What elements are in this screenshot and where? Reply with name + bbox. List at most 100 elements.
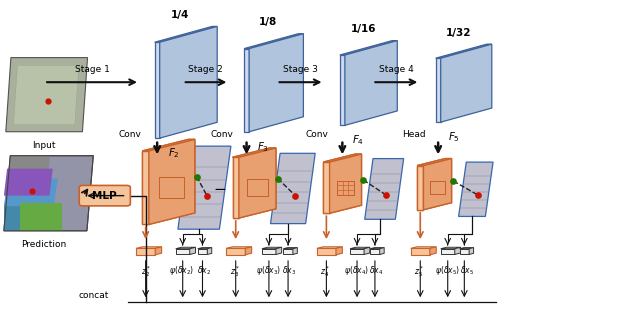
Polygon shape bbox=[330, 154, 362, 213]
Polygon shape bbox=[232, 157, 239, 218]
Bar bbox=[159, 178, 184, 198]
Text: Stage 2: Stage 2 bbox=[188, 65, 223, 74]
Polygon shape bbox=[364, 247, 370, 255]
Text: $\psi(\delta x_3)$: $\psi(\delta x_3)$ bbox=[256, 265, 281, 277]
Polygon shape bbox=[323, 154, 362, 162]
Text: concat: concat bbox=[79, 291, 109, 300]
Polygon shape bbox=[226, 247, 252, 248]
Text: $F_4$: $F_4$ bbox=[352, 133, 364, 147]
Polygon shape bbox=[411, 247, 436, 248]
Polygon shape bbox=[239, 148, 276, 218]
Polygon shape bbox=[207, 247, 212, 255]
Text: $z_3^*$: $z_3^*$ bbox=[230, 265, 240, 279]
Polygon shape bbox=[323, 162, 330, 213]
Text: Head: Head bbox=[402, 130, 426, 139]
Text: $\delta x_5$: $\delta x_5$ bbox=[460, 265, 474, 277]
Text: Input: Input bbox=[33, 141, 56, 150]
Polygon shape bbox=[411, 248, 430, 255]
Polygon shape bbox=[232, 148, 276, 157]
Polygon shape bbox=[323, 162, 330, 213]
Polygon shape bbox=[149, 139, 195, 224]
Polygon shape bbox=[417, 166, 424, 210]
Polygon shape bbox=[424, 159, 452, 210]
Polygon shape bbox=[136, 247, 162, 248]
Polygon shape bbox=[155, 42, 160, 138]
Polygon shape bbox=[13, 65, 79, 125]
Polygon shape bbox=[155, 26, 217, 42]
Polygon shape bbox=[4, 206, 41, 231]
Polygon shape bbox=[424, 159, 452, 210]
Polygon shape bbox=[245, 247, 252, 255]
Text: $F_2$: $F_2$ bbox=[168, 146, 180, 160]
Polygon shape bbox=[20, 203, 62, 231]
Polygon shape bbox=[143, 151, 149, 224]
Text: Conv: Conv bbox=[306, 130, 329, 139]
Polygon shape bbox=[293, 247, 298, 255]
Polygon shape bbox=[284, 249, 293, 255]
Polygon shape bbox=[417, 166, 424, 210]
Polygon shape bbox=[441, 247, 461, 249]
Polygon shape bbox=[455, 247, 461, 255]
Polygon shape bbox=[340, 55, 345, 125]
Polygon shape bbox=[436, 58, 441, 122]
Text: $-$: $-$ bbox=[212, 180, 226, 195]
Polygon shape bbox=[469, 247, 474, 255]
Text: $\delta x_3$: $\delta x_3$ bbox=[282, 265, 296, 277]
Bar bbox=[337, 180, 355, 195]
Text: 1/8: 1/8 bbox=[259, 17, 277, 27]
Polygon shape bbox=[4, 156, 50, 210]
Text: $F_3$: $F_3$ bbox=[257, 140, 269, 153]
Polygon shape bbox=[249, 34, 303, 132]
Polygon shape bbox=[350, 249, 364, 255]
Polygon shape bbox=[239, 148, 276, 218]
Polygon shape bbox=[370, 247, 384, 249]
Polygon shape bbox=[330, 154, 362, 213]
Polygon shape bbox=[317, 248, 336, 255]
Polygon shape bbox=[441, 44, 492, 122]
Text: MLP: MLP bbox=[92, 191, 117, 201]
Polygon shape bbox=[340, 41, 397, 55]
Text: $z_5^*$: $z_5^*$ bbox=[414, 265, 424, 279]
Polygon shape bbox=[198, 247, 212, 249]
Text: $\psi(\delta x_4)$: $\psi(\delta x_4)$ bbox=[344, 265, 369, 277]
Polygon shape bbox=[4, 169, 52, 196]
Polygon shape bbox=[441, 249, 455, 255]
Polygon shape bbox=[156, 247, 162, 255]
Polygon shape bbox=[143, 139, 195, 151]
Polygon shape bbox=[262, 249, 276, 255]
Text: $z_4^*$: $z_4^*$ bbox=[320, 265, 330, 279]
Polygon shape bbox=[143, 139, 195, 151]
Text: $\psi(\delta x_5)$: $\psi(\delta x_5)$ bbox=[435, 265, 460, 277]
Polygon shape bbox=[262, 247, 282, 249]
Polygon shape bbox=[244, 49, 249, 132]
Polygon shape bbox=[460, 249, 469, 255]
Polygon shape bbox=[198, 249, 207, 255]
Text: Stage 1: Stage 1 bbox=[75, 65, 109, 74]
Polygon shape bbox=[4, 178, 58, 206]
Polygon shape bbox=[345, 41, 397, 125]
Polygon shape bbox=[317, 247, 342, 248]
Polygon shape bbox=[189, 247, 195, 255]
Text: 1/16: 1/16 bbox=[351, 24, 376, 34]
Polygon shape bbox=[417, 159, 452, 166]
Polygon shape bbox=[149, 139, 195, 224]
Polygon shape bbox=[380, 247, 384, 255]
Polygon shape bbox=[276, 247, 282, 255]
Bar bbox=[247, 179, 268, 196]
Text: 1/4: 1/4 bbox=[171, 10, 189, 20]
Polygon shape bbox=[232, 157, 239, 218]
FancyBboxPatch shape bbox=[79, 186, 131, 206]
Polygon shape bbox=[226, 248, 245, 255]
Bar bbox=[337, 180, 355, 195]
Text: $F_5$: $F_5$ bbox=[447, 130, 460, 144]
Polygon shape bbox=[460, 247, 474, 249]
Text: $\delta x_2$: $\delta x_2$ bbox=[196, 265, 211, 277]
Text: Stage 4: Stage 4 bbox=[379, 65, 413, 74]
Text: $z_2^*$: $z_2^*$ bbox=[141, 265, 150, 279]
Polygon shape bbox=[323, 154, 362, 162]
Polygon shape bbox=[430, 247, 436, 255]
Polygon shape bbox=[271, 153, 316, 224]
Polygon shape bbox=[136, 248, 156, 255]
Polygon shape bbox=[175, 247, 195, 249]
Polygon shape bbox=[417, 159, 452, 166]
